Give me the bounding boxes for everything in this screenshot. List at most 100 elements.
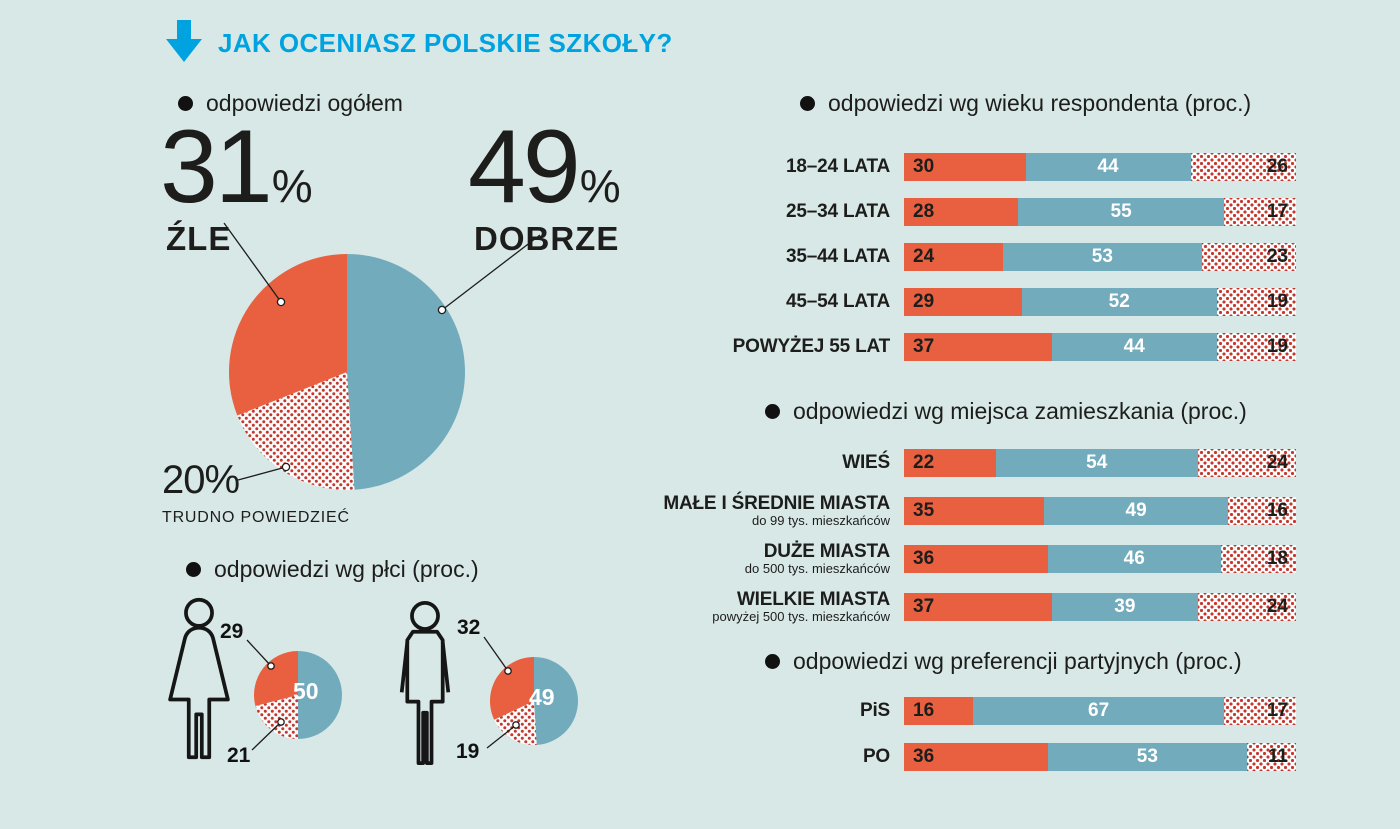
segment-value: 18: [1266, 548, 1288, 569]
segment-value: 46: [1123, 548, 1145, 569]
bar-segment-zle: 30: [904, 153, 1026, 181]
stat-trudno-value: 20: [162, 458, 205, 502]
gender-header-label: odpowiedzi wg płci (proc.): [214, 556, 479, 582]
bar-segment-trudno: 18: [1220, 545, 1297, 573]
stacked-bar: 29 52 19: [904, 288, 1296, 316]
percent-sign: %: [579, 160, 621, 212]
residence-label-sub: powyżej 500 tys. mieszkańców: [712, 609, 890, 625]
bar-segment-zle: 24: [904, 243, 1003, 271]
segment-value: 28: [913, 201, 935, 222]
residence-row: WIELKIE MIASTA powyżej 500 tys. mieszkań…: [625, 587, 1325, 627]
bar-segment-zle: 16: [904, 697, 973, 725]
residence-label-main: MAŁE I ŚREDNIE MIASTA: [663, 493, 890, 515]
bar-segment-zle: 29: [904, 288, 1022, 316]
segment-value: 37: [913, 596, 935, 617]
bar-segment-trudno: 16: [1228, 497, 1296, 525]
segment-value: 24: [913, 246, 935, 267]
segment-value: 44: [1123, 336, 1145, 357]
segment-value: 11: [1267, 746, 1288, 767]
stacked-bar: 35 49 16: [904, 497, 1296, 525]
segment-value: 19: [1266, 336, 1288, 357]
segment-value: 53: [1136, 746, 1158, 767]
gender-section-header: odpowiedzi wg płci (proc.): [186, 556, 479, 583]
percent-sign: %: [271, 160, 313, 212]
stat-zle-label: ŹLE: [166, 219, 232, 257]
stacked-bar: 24 53 23: [904, 243, 1296, 271]
segment-value: 19: [1266, 291, 1288, 312]
bar-segment-dobrze: 39: [1051, 593, 1198, 621]
bullet-icon: [800, 96, 815, 111]
stacked-bar: 36 53 11: [904, 743, 1296, 771]
stacked-bar: 30 44 26: [904, 153, 1296, 181]
bar-segment-trudno: 19: [1216, 288, 1296, 316]
age-row-label: POWYŻEJ 55 LAT: [732, 336, 891, 358]
bar-segment-trudno: 17: [1224, 198, 1296, 226]
male-trudno-value: 19: [456, 740, 480, 763]
bar-segment-zle: 28: [904, 198, 1018, 226]
segment-value: 16: [913, 700, 935, 721]
bar-segment-dobrze: 44: [1025, 153, 1191, 181]
party-section: odpowiedzi wg preferencji partyjnych (pr…: [625, 648, 1325, 789]
bar-segment-dobrze: 53: [1048, 743, 1247, 771]
segment-value: 54: [1086, 452, 1108, 473]
bar-segment-zle: 37: [904, 333, 1052, 361]
bar-segment-trudno: 11: [1246, 743, 1296, 771]
male-zle-value: 32: [457, 616, 481, 639]
age-row: 35–44 LATA 24 53 23: [625, 243, 1325, 271]
residence-row: WIEŚ 22 54 24: [625, 443, 1325, 483]
segment-value: 52: [1108, 291, 1130, 312]
segment-value: 35: [913, 500, 935, 521]
age-row-label: 25–34 LATA: [786, 201, 890, 223]
party-row: PiS 16 67 17: [625, 697, 1325, 725]
segment-value: 17: [1266, 201, 1288, 222]
bar-segment-dobrze: 67: [973, 697, 1225, 725]
stat-dobrze: 49% DOBRZE: [468, 115, 621, 258]
bar-segment-zle: 37: [904, 593, 1052, 621]
stat-trudno-label: TRUDNO POWIEDZIEĆ: [162, 509, 350, 526]
bullet-icon: [765, 404, 780, 419]
bar-segment-zle: 36: [904, 743, 1048, 771]
segment-value: 44: [1097, 156, 1119, 177]
woman-icon: [168, 597, 230, 760]
overall-pie-chart: [229, 254, 465, 490]
segment-value: 36: [913, 746, 935, 767]
residence-row: MAŁE I ŚREDNIE MIASTA do 99 tys. mieszka…: [625, 491, 1325, 531]
bar-segment-zle: 35: [904, 497, 1045, 525]
bar-segment-dobrze: 53: [1003, 243, 1202, 271]
female-pie-chart: [254, 651, 342, 739]
residence-section: odpowiedzi wg miejsca zamieszkania (proc…: [625, 398, 1325, 635]
bar-segment-trudno: 24: [1198, 593, 1296, 621]
segment-value: 22: [913, 452, 935, 473]
segment-value: 17: [1266, 700, 1288, 721]
residence-section-header: odpowiedzi wg miejsca zamieszkania (proc…: [765, 398, 1325, 425]
residence-label-main: DUŻE MIASTA: [763, 541, 890, 563]
male-dobrze-value: 49: [529, 684, 555, 710]
residence-header-label: odpowiedzi wg miejsca zamieszkania (proc…: [793, 398, 1247, 424]
segment-value: 16: [1266, 500, 1288, 521]
bar-segment-zle: 36: [904, 545, 1048, 573]
female-trudno-value: 21: [227, 744, 251, 767]
stacked-bar: 28 55 17: [904, 198, 1296, 226]
man-icon: [399, 601, 451, 765]
stat-zle: 31% ŹLE: [160, 115, 313, 258]
party-row-label: PiS: [859, 700, 890, 722]
age-row-label: 18–24 LATA: [786, 156, 890, 178]
female-dobrze-value: 50: [293, 678, 319, 704]
stat-dobrze-value: 49: [468, 109, 581, 225]
residence-label-sub: do 500 tys. mieszkańców: [744, 561, 890, 577]
age-row: 25–34 LATA 28 55 17: [625, 198, 1325, 226]
segment-value: 37: [913, 336, 935, 357]
stacked-bar: 22 54 24: [904, 449, 1296, 477]
age-row: 18–24 LATA 30 44 26: [625, 153, 1325, 181]
segment-value: 29: [913, 291, 935, 312]
segment-value: 39: [1114, 596, 1136, 617]
segment-value: 55: [1110, 201, 1132, 222]
bar-segment-trudno: 23: [1201, 243, 1296, 271]
bar-segment-dobrze: 52: [1021, 288, 1217, 316]
segment-value: 23: [1266, 246, 1288, 267]
page-title: JAK OCENIASZ POLSKIE SZKOŁY?: [218, 28, 673, 58]
bar-segment-dobrze: 46: [1048, 545, 1221, 573]
residence-row-label: DUŻE MIASTA do 500 tys. mieszkańców: [625, 541, 890, 577]
stacked-bar: 37 44 19: [904, 333, 1296, 361]
bar-segment-dobrze: 55: [1018, 198, 1225, 226]
